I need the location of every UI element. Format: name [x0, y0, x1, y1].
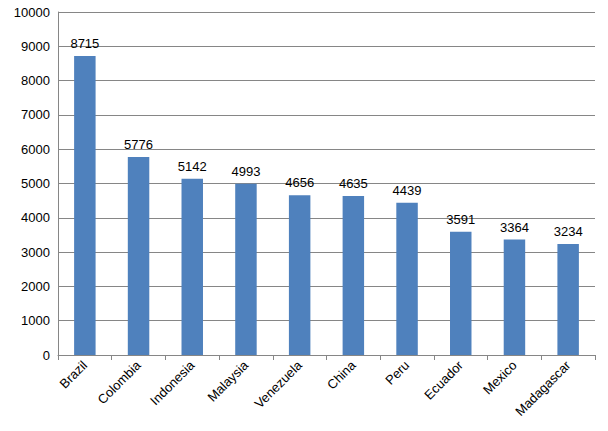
svg-text:0: 0: [43, 348, 50, 363]
svg-text:Madagascar: Madagascar: [512, 357, 574, 419]
svg-text:Malaysia: Malaysia: [204, 357, 251, 404]
svg-text:China: China: [324, 357, 359, 392]
svg-text:4993: 4993: [231, 164, 260, 179]
svg-text:4635: 4635: [339, 176, 368, 191]
svg-text:4439: 4439: [393, 183, 422, 198]
svg-text:6000: 6000: [21, 142, 50, 157]
svg-text:Mexico: Mexico: [480, 358, 520, 398]
svg-text:Brazil: Brazil: [57, 358, 91, 392]
svg-text:Venezuela: Venezuela: [251, 357, 305, 411]
svg-text:7000: 7000: [21, 107, 50, 122]
svg-text:10000: 10000: [14, 5, 50, 20]
svg-text:Ecuador: Ecuador: [421, 357, 466, 402]
svg-text:3591: 3591: [446, 212, 475, 227]
svg-text:4000: 4000: [21, 210, 50, 225]
svg-text:9000: 9000: [21, 39, 50, 54]
svg-text:5142: 5142: [178, 159, 207, 174]
svg-text:5776: 5776: [124, 137, 153, 152]
svg-text:5000: 5000: [21, 176, 50, 191]
svg-text:3364: 3364: [500, 220, 529, 235]
svg-text:Peru: Peru: [382, 358, 412, 388]
svg-text:3000: 3000: [21, 245, 50, 260]
svg-text:8715: 8715: [70, 36, 99, 51]
svg-text:2000: 2000: [21, 279, 50, 294]
svg-text:1000: 1000: [21, 313, 50, 328]
svg-text:Colombia: Colombia: [94, 357, 144, 407]
svg-text:3234: 3234: [554, 224, 583, 239]
svg-text:8000: 8000: [21, 73, 50, 88]
svg-text:Indonesia: Indonesia: [147, 357, 198, 408]
svg-text:4656: 4656: [285, 175, 314, 190]
